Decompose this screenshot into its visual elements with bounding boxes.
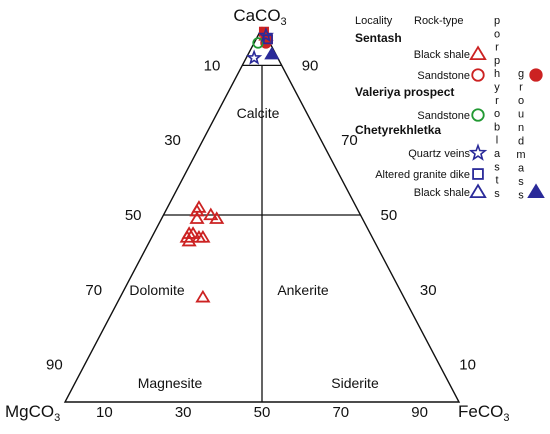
left-tick-label: 30 xyxy=(164,132,181,149)
bottom-tick-label: 90 xyxy=(411,404,428,421)
left-tick-label: 90 xyxy=(46,357,63,374)
legend-groundmass-letter: s xyxy=(518,190,524,202)
data-point-16 xyxy=(252,37,264,49)
data-point-9 xyxy=(195,229,211,243)
legend-groundmass-letter: o xyxy=(518,95,524,107)
legend-rock-label: Black shale xyxy=(414,49,470,61)
field-label-ankerite: Ankerite xyxy=(277,282,329,298)
legend-porphyroblasts-letter: p xyxy=(494,15,500,27)
legend-porphyroblasts-letter: t xyxy=(495,175,498,187)
legend-groundmass-letter: g xyxy=(518,68,524,80)
legend-marker xyxy=(469,183,487,199)
data-point-3 xyxy=(203,207,219,221)
legend-rock-label: Black shale xyxy=(414,187,470,199)
bottom-tick-label: 70 xyxy=(332,404,349,421)
data-point-19 xyxy=(262,34,273,45)
data-point-18 xyxy=(257,27,274,43)
legend-marker xyxy=(471,108,485,122)
vertex-top-label: CaCO3 xyxy=(233,6,286,28)
data-point-20 xyxy=(264,46,280,60)
legend-groundmass-marker xyxy=(527,183,545,199)
data-point-10 xyxy=(209,211,225,224)
data-point-6 xyxy=(185,226,201,239)
bottom-tick-label: 10 xyxy=(96,404,113,421)
data-point-11 xyxy=(195,289,211,303)
data-point-2 xyxy=(189,211,205,224)
field-label-magnesite: Magnesite xyxy=(138,375,203,391)
right-tick-label: 30 xyxy=(420,282,437,299)
legend-porphyroblasts-letter: s xyxy=(494,188,500,200)
legend-group-name: Valeriya prospect xyxy=(355,85,454,99)
legend-group-name: Chetyrekhletka xyxy=(355,123,441,137)
legend: Locality Rock-type porphyroblastsgroundmas… xyxy=(355,15,545,202)
legend-porphyroblasts-letter: s xyxy=(494,161,500,173)
legend-porphyroblasts-letter: a xyxy=(494,148,501,160)
legend-groundmass-letter: s xyxy=(518,176,524,188)
left-tick-label: 50 xyxy=(125,207,142,224)
vertex-left-label: MgCO3 xyxy=(5,402,60,424)
chart-labels: CaCO3 MgCO3 FeCO3 10 30 50 70 90 90 70 50 30 10 10 30 5… xyxy=(5,6,509,424)
right-tick-label: 10 xyxy=(459,357,476,374)
legend-group-name: Sentash xyxy=(355,31,402,45)
legend-porphyroblasts-letter: y xyxy=(494,82,500,94)
legend-groundmass-letter: a xyxy=(518,163,525,175)
legend-groundmass-letter: m xyxy=(516,149,525,161)
bottom-tick-label: 30 xyxy=(175,404,192,421)
legend-porphyroblasts-letter: h xyxy=(494,68,500,80)
legend-porphyroblasts-letter: l xyxy=(496,135,498,147)
vertex-right-label: FeCO3 xyxy=(458,402,509,424)
right-tick-label: 70 xyxy=(341,132,358,149)
legend-marker xyxy=(469,45,487,61)
legend-rock-label: Sandstone xyxy=(417,110,470,122)
bottom-tick-label: 50 xyxy=(254,404,271,421)
legend-rock-label: Sandstone xyxy=(417,70,470,82)
legend-porphyroblasts-letter: b xyxy=(494,121,500,133)
legend-porphyroblasts-letter: r xyxy=(495,95,499,107)
data-point-1 xyxy=(189,203,205,217)
left-tick-label: 10 xyxy=(204,57,221,74)
data-point-7 xyxy=(181,233,197,247)
legend-rock-label: Quartz veins xyxy=(408,148,470,160)
legend-groundmass-letter: n xyxy=(518,122,524,134)
right-tick-label: 90 xyxy=(302,57,319,74)
legend-porphyroblasts-letter: p xyxy=(494,55,500,67)
legend-groundmass-letter: d xyxy=(518,136,524,148)
legend-rocktype-header: Rock-type xyxy=(414,15,464,27)
legend-porphyroblasts-letter: o xyxy=(494,108,500,120)
legend-rock-label: Altered granite dike xyxy=(375,169,470,181)
legend-groundmass-marker xyxy=(529,68,543,82)
field-label-siderite: Siderite xyxy=(331,375,379,391)
legend-marker xyxy=(472,168,484,180)
legend-porphyroblasts-letter: r xyxy=(495,42,499,54)
legend-porphyroblasts-letter: o xyxy=(494,28,500,40)
legend-groundmass-letter: u xyxy=(518,109,524,121)
legend-groundmass-letter: r xyxy=(519,82,523,94)
right-tick-label: 50 xyxy=(381,207,398,224)
field-label-dolomite: Dolomite xyxy=(129,282,184,298)
legend-marker xyxy=(468,143,488,161)
data-point-17 xyxy=(246,49,263,65)
legend-marker xyxy=(471,68,485,82)
left-tick-label: 70 xyxy=(85,282,102,299)
data-points xyxy=(179,26,280,303)
field-label-calcite: Calcite xyxy=(237,105,280,121)
legend-locality-header: Locality xyxy=(355,15,393,27)
